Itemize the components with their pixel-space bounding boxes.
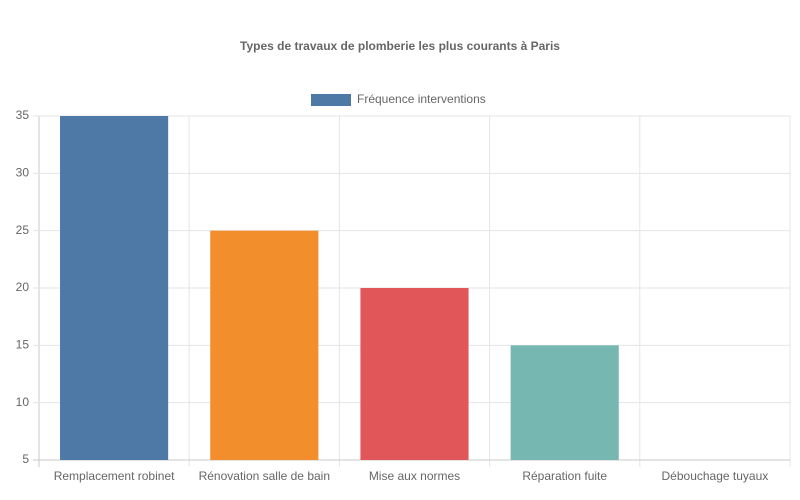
x-tick-label: Réparation fuite xyxy=(522,469,607,483)
x-tick-label: Remplacement robinet xyxy=(54,469,175,483)
y-tick-label: 25 xyxy=(16,223,30,237)
legend-label: Fréquence interventions xyxy=(357,92,486,106)
bar xyxy=(360,288,469,460)
y-tick-label: 20 xyxy=(16,280,30,294)
x-tick-label: Débouchage tuyaux xyxy=(662,469,769,483)
y-tick-label: 35 xyxy=(16,108,30,122)
y-tick-label: 5 xyxy=(22,452,29,466)
bar xyxy=(510,345,619,460)
chart-title: Types de travaux de plomberie les plus c… xyxy=(240,39,560,53)
y-tick-label: 10 xyxy=(16,395,30,409)
y-tick-label: 15 xyxy=(16,338,30,352)
x-tick-label: Mise aux normes xyxy=(369,469,460,483)
bar xyxy=(210,230,319,460)
y-tick-label: 30 xyxy=(16,166,30,180)
bar xyxy=(60,116,169,460)
legend-swatch xyxy=(311,94,351,106)
x-tick-label: Rénovation salle de bain xyxy=(199,469,330,483)
